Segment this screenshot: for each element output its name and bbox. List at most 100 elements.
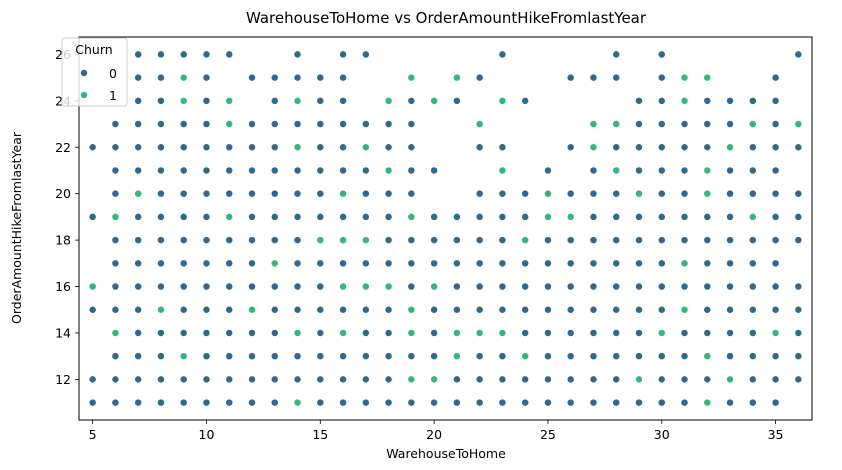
plot-area <box>79 37 812 420</box>
data-point-churn-0 <box>339 305 348 314</box>
data-point-churn-0 <box>293 352 302 361</box>
data-point-churn-0 <box>156 120 165 129</box>
data-point-churn-0 <box>248 189 256 198</box>
data-point-churn-0 <box>134 375 143 384</box>
data-point-churn-0 <box>498 189 507 198</box>
data-point-churn-0 <box>612 259 621 268</box>
data-point-churn-1 <box>452 73 461 82</box>
data-point-churn-0 <box>270 212 279 221</box>
data-point-churn-0 <box>88 375 97 384</box>
data-point-churn-0 <box>384 236 393 245</box>
data-point-churn-0 <box>771 212 780 221</box>
data-point-churn-1 <box>748 212 757 221</box>
data-point-churn-0 <box>794 352 803 361</box>
plot-frame <box>78 36 813 421</box>
x-tick-label: 20 <box>426 427 442 442</box>
data-point-churn-1 <box>179 73 188 82</box>
data-point-churn-0 <box>635 352 643 361</box>
data-point-churn-0 <box>202 212 211 221</box>
data-point-churn-1 <box>612 166 621 175</box>
data-point-churn-0 <box>794 212 803 221</box>
data-point-churn-0 <box>111 236 120 245</box>
data-point-churn-0 <box>134 259 143 268</box>
data-point-churn-0 <box>111 305 120 314</box>
data-point-churn-0 <box>543 166 552 175</box>
data-point-churn-0 <box>384 398 393 407</box>
data-point-churn-0 <box>248 143 256 152</box>
data-point-churn-0 <box>657 375 666 384</box>
data-point-churn-0 <box>589 282 598 291</box>
data-point-churn-0 <box>156 282 165 291</box>
data-point-churn-0 <box>726 212 735 221</box>
data-point-churn-0 <box>225 329 234 337</box>
data-point-churn-0 <box>748 143 757 152</box>
data-point-churn-0 <box>179 143 188 152</box>
data-point-churn-0 <box>726 282 735 291</box>
data-point-churn-0 <box>657 120 666 129</box>
data-point-churn-0 <box>134 305 143 314</box>
legend: Churn 0 1 <box>61 37 128 107</box>
data-point-churn-1 <box>407 329 416 337</box>
data-point-churn-0 <box>657 96 666 105</box>
data-point-churn-0 <box>179 236 188 245</box>
data-point-churn-0 <box>134 398 143 407</box>
data-point-churn-0 <box>293 282 302 291</box>
data-point-churn-1 <box>225 120 234 129</box>
data-point-churn-0 <box>771 143 780 152</box>
data-point-churn-0 <box>589 189 598 198</box>
data-point-churn-1 <box>521 236 530 245</box>
data-point-churn-1 <box>111 212 120 221</box>
data-point-churn-0 <box>316 305 325 314</box>
data-point-churn-0 <box>475 212 484 221</box>
data-point-churn-0 <box>88 305 97 314</box>
data-point-churn-0 <box>316 352 325 361</box>
data-point-churn-1 <box>156 305 165 314</box>
data-point-churn-0 <box>703 120 712 129</box>
data-point-churn-0 <box>156 375 165 384</box>
data-point-churn-0 <box>134 329 143 337</box>
data-point-churn-0 <box>134 120 143 129</box>
data-point-churn-0 <box>543 282 552 291</box>
y-tick-label: 18 <box>55 233 71 248</box>
data-point-churn-0 <box>475 259 484 268</box>
data-point-churn-0 <box>452 96 461 105</box>
data-point-churn-1 <box>726 143 735 152</box>
data-point-churn-0 <box>635 329 643 337</box>
data-point-churn-0 <box>270 329 279 337</box>
data-point-churn-0 <box>179 189 188 198</box>
data-point-churn-0 <box>612 143 621 152</box>
data-point-churn-0 <box>202 375 211 384</box>
data-point-churn-0 <box>339 259 348 268</box>
data-point-churn-0 <box>407 189 416 198</box>
data-point-churn-0 <box>248 398 256 407</box>
data-point-churn-0 <box>635 96 643 105</box>
data-point-churn-0 <box>498 305 507 314</box>
data-point-churn-0 <box>521 212 530 221</box>
data-point-churn-0 <box>635 282 643 291</box>
data-point-churn-0 <box>202 305 211 314</box>
data-point-churn-0 <box>452 375 461 384</box>
data-point-churn-0 <box>794 236 803 245</box>
data-point-churn-0 <box>293 212 302 221</box>
data-point-churn-0 <box>748 352 757 361</box>
data-point-churn-0 <box>589 375 598 384</box>
data-point-churn-0 <box>726 259 735 268</box>
data-point-churn-1 <box>293 96 302 105</box>
data-point-churn-0 <box>316 259 325 268</box>
data-point-churn-0 <box>248 259 256 268</box>
data-point-churn-1 <box>430 282 439 291</box>
data-point-churn-0 <box>248 282 256 291</box>
data-point-churn-0 <box>794 305 803 314</box>
data-point-churn-0 <box>498 352 507 361</box>
data-point-churn-0 <box>202 73 211 82</box>
data-point-churn-0 <box>589 212 598 221</box>
data-point-churn-0 <box>202 352 211 361</box>
data-point-churn-0 <box>771 259 780 268</box>
data-point-churn-0 <box>339 50 348 59</box>
data-point-churn-1 <box>612 120 621 129</box>
data-point-churn-0 <box>657 212 666 221</box>
data-point-churn-1 <box>771 329 780 337</box>
data-point-churn-1 <box>430 96 439 105</box>
x-tick-label: 10 <box>199 427 215 442</box>
